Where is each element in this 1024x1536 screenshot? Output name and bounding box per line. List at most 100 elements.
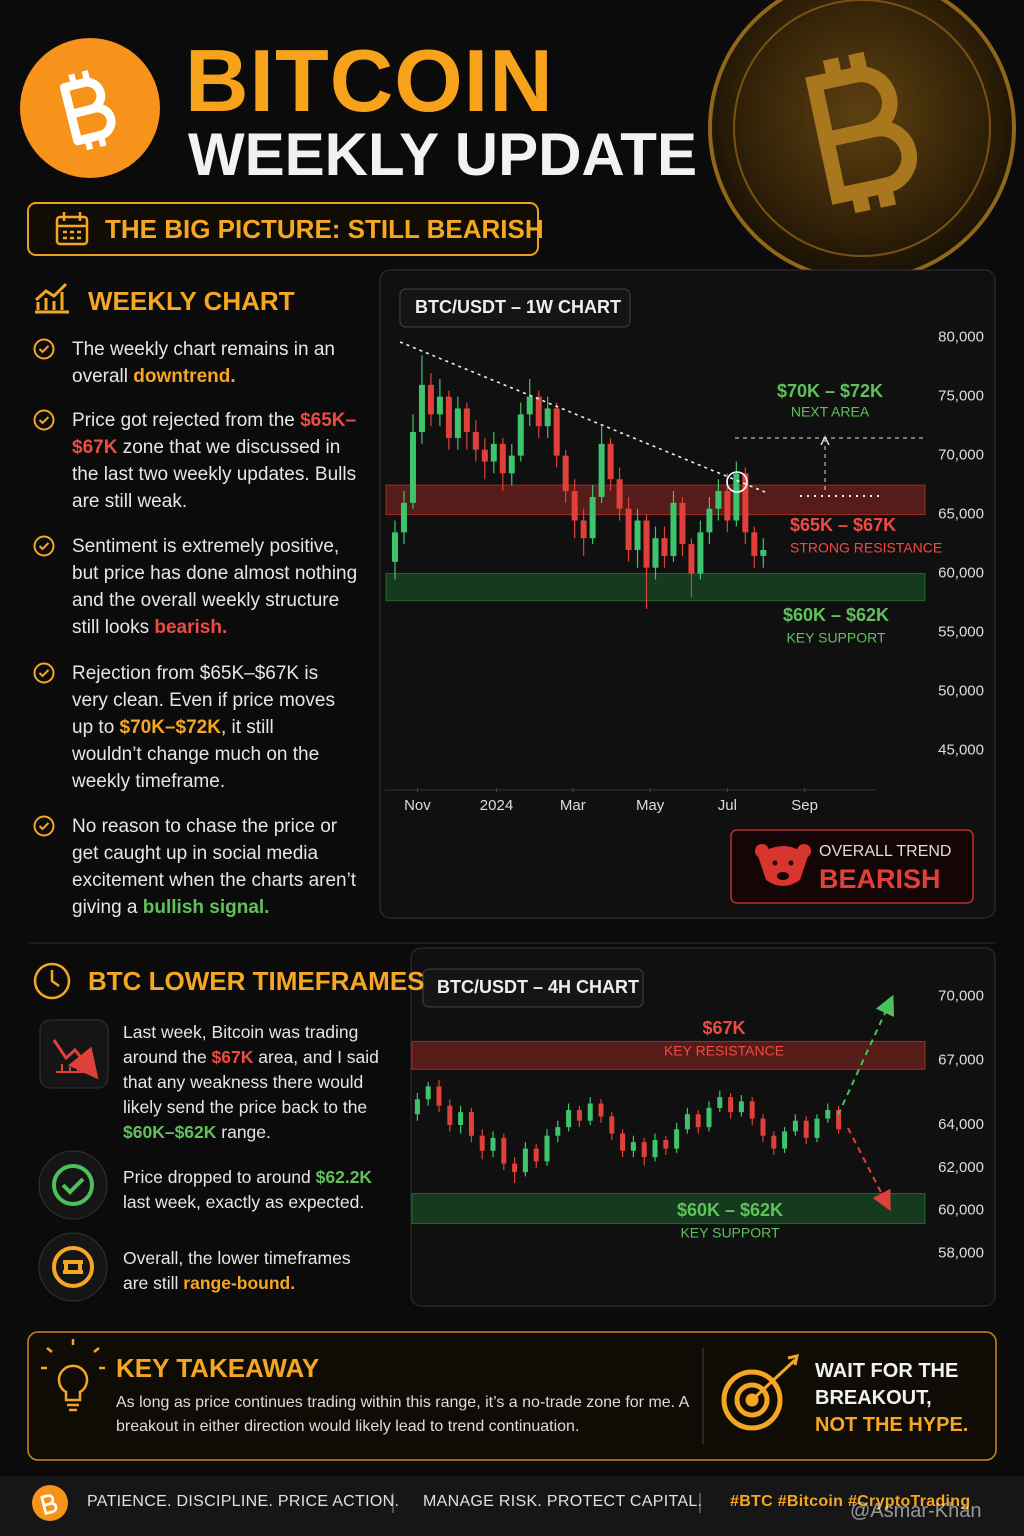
candle-body [751,532,758,556]
x-tick-label: Sep [791,797,818,814]
candle-body [463,408,470,433]
chart-title-box [399,288,631,328]
zone-sublabel: KEY SUPPORT [680,1225,780,1241]
text-run: zone that we discussed in the last two w… [72,437,357,512]
candle-body [472,432,479,450]
candle-body [616,479,623,509]
cta-line: WAIT FOR THE [815,1360,959,1382]
candle-body [792,1120,798,1132]
y-tick-label: 60,000 [938,565,984,582]
text-run: bearish. [154,617,228,638]
text-run: $70K–$72K [119,717,221,738]
bullet-text: Sentiment is extremely positive, but pri… [72,533,364,641]
bullet-text: Overall, the lower timeframes are still … [123,1246,363,1296]
text-run: bullish signal. [142,897,270,918]
x-tick-label: Nov [404,797,431,814]
candle-body [508,455,515,474]
candle-body [436,396,443,415]
candle-body [749,1101,755,1119]
footer-text: PATIENCE. DISCIPLINE. PRICE ACTION. [87,1493,400,1510]
candle-body [517,414,524,456]
candle-body [738,1101,744,1113]
candle-body [544,408,551,427]
candle-body [724,491,731,521]
candle-body [652,538,659,568]
candle-body [706,1107,712,1128]
zone-label: $60K – $62K [677,1200,783,1220]
candle-body [674,1129,680,1149]
bullet-text: Price dropped to around $62.2K last week… [123,1165,388,1215]
footer-bar [0,1476,1024,1536]
text-run: Price got rejected from the [72,410,301,431]
y-tick-label: 62,000 [938,1159,984,1176]
text-run: , it still wouldn’t change much on the w… [72,717,320,792]
text-run: $67K [211,1047,254,1067]
lower-chart: BTC/USDT – 4H CHART 70,000 67,000 64,000 62,… [411,977,984,1262]
section-heading: WEEKLY CHART [88,286,295,316]
candle-body [414,1099,420,1115]
footer-separators [392,1493,701,1513]
y-tick-label: 65,000 [938,506,984,523]
subtitle: WEEKLY UPDATE [188,121,697,188]
candle-body [742,473,749,533]
lower-icons [38,1019,109,1302]
candle-body [670,502,677,556]
candle-body [782,1131,788,1149]
candle-body [566,1110,572,1128]
text-run: $65K–$67K [72,410,357,458]
text-run: Sentiment is extremely positive, but pri… [72,536,358,638]
footer-text: MANAGE RISK. PROTECT CAPITAL. [423,1493,703,1510]
candle-body [728,1097,734,1113]
zone [411,1040,926,1070]
bullet-text: The weekly chart remains in an overall d… [72,336,364,390]
candle-body [512,1163,518,1173]
candle-body [526,396,533,415]
bulb-icon [41,1339,105,1412]
candle-body [544,1135,550,1162]
candle-body [427,384,434,415]
text-run: range-bound. [183,1273,296,1293]
candle-body [814,1118,820,1138]
text-run: Overall, the lower timeframes are still [123,1248,351,1293]
y-tick-label: 55,000 [938,624,984,641]
zone-sublabel: KEY SUPPORT [786,630,886,646]
bullet-text: No reason to chase the price or get caug… [72,813,364,921]
zone-sublabel: STRONG RESISTANCE [790,540,942,556]
clock-icon [33,962,71,1000]
text-run: range. [216,1122,271,1142]
candle-body [733,473,740,521]
text-run: Last week, Bitcoin was trading around th… [123,1022,359,1067]
y-tick-label: 64,000 [938,1116,984,1133]
chart-title: BTC/USDT – 4H CHART [437,977,639,997]
y-tick-label: 70,000 [938,987,984,1004]
watermark: @Asmar-Khan [850,1500,982,1522]
candle-body [499,443,506,474]
trend-label: OVERALL TREND [819,843,952,860]
footer-text: #BTC #Bitcoin #CryptoTrading [730,1493,971,1510]
cta-line: NOT THE HYPE. [815,1414,969,1436]
zone-label: $60K – $62K [783,605,889,625]
candle-body [706,508,713,533]
candle-body [630,1142,636,1151]
candle-body [425,1086,431,1100]
candle-body [652,1140,658,1158]
weekly-panel [379,269,996,919]
candle-body [533,1148,539,1162]
candle-body [571,491,578,521]
candle-body [598,1103,604,1117]
candle-body [679,502,686,545]
candle-body [409,432,416,503]
candle-body [468,1112,474,1136]
candle-body [400,502,407,533]
calendar-icon [55,212,89,246]
y-tick-label: 67,000 [938,1052,984,1069]
bear-icon [755,844,811,886]
text-run: last week, exactly as expected. [123,1192,365,1212]
projections [837,994,895,1212]
candle-body [620,1133,626,1151]
candle-body [715,491,722,509]
candle-body [836,1110,842,1130]
candle-body [825,1110,831,1119]
